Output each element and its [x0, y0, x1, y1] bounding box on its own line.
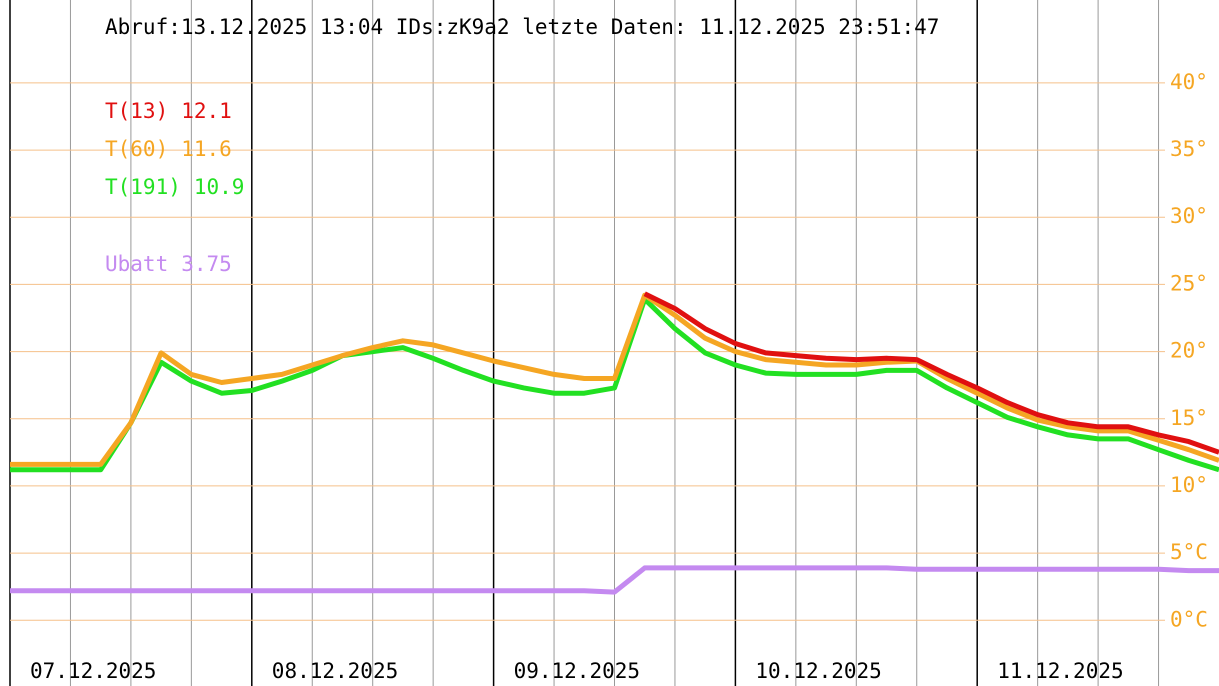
legend-entry: T(60) 11.6 [105, 137, 232, 161]
y-tick-label: 10° [1170, 473, 1208, 497]
legend-name: T(191) [105, 175, 181, 199]
legend-name: T(60) [105, 137, 168, 161]
x-tick-label: 11.12.2025 [997, 659, 1123, 683]
y-tick-label: 0°C [1170, 607, 1208, 631]
y-tick-label: 5°C [1170, 540, 1208, 564]
legend-name: Ubatt [105, 252, 168, 276]
y-tick-label: 40° [1170, 70, 1208, 94]
legend-entry: T(13) 12.1 [105, 99, 232, 123]
chart-title: Abruf:13.12.2025 13:04 IDs:zK9a2 letzte … [105, 15, 939, 39]
y-tick-label: 25° [1170, 271, 1208, 295]
series-line [643, 291, 1219, 455]
x-tick-label: 09.12.2025 [514, 659, 640, 683]
legend-entry: Ubatt 3.75 [105, 252, 232, 276]
legend-value: 12.1 [181, 99, 232, 123]
y-tick-label: 35° [1170, 137, 1208, 161]
y-tick-label: 15° [1170, 406, 1208, 430]
y-tick-label: 20° [1170, 339, 1208, 363]
legend-value: 3.75 [181, 252, 232, 276]
legend-entry: T(191) 10.9 [105, 175, 244, 199]
legend-value: 11.6 [181, 137, 232, 161]
legend-value: 10.9 [194, 175, 245, 199]
x-tick-label: 07.12.2025 [30, 659, 156, 683]
legend-name: T(13) [105, 99, 168, 123]
x-tick-label: 10.12.2025 [755, 659, 881, 683]
series-line [10, 296, 1219, 473]
x-tick-label: 08.12.2025 [272, 659, 398, 683]
series-line [10, 292, 1219, 467]
series-line [10, 565, 1219, 595]
lines [10, 291, 1219, 595]
y-tick-label: 30° [1170, 204, 1208, 228]
